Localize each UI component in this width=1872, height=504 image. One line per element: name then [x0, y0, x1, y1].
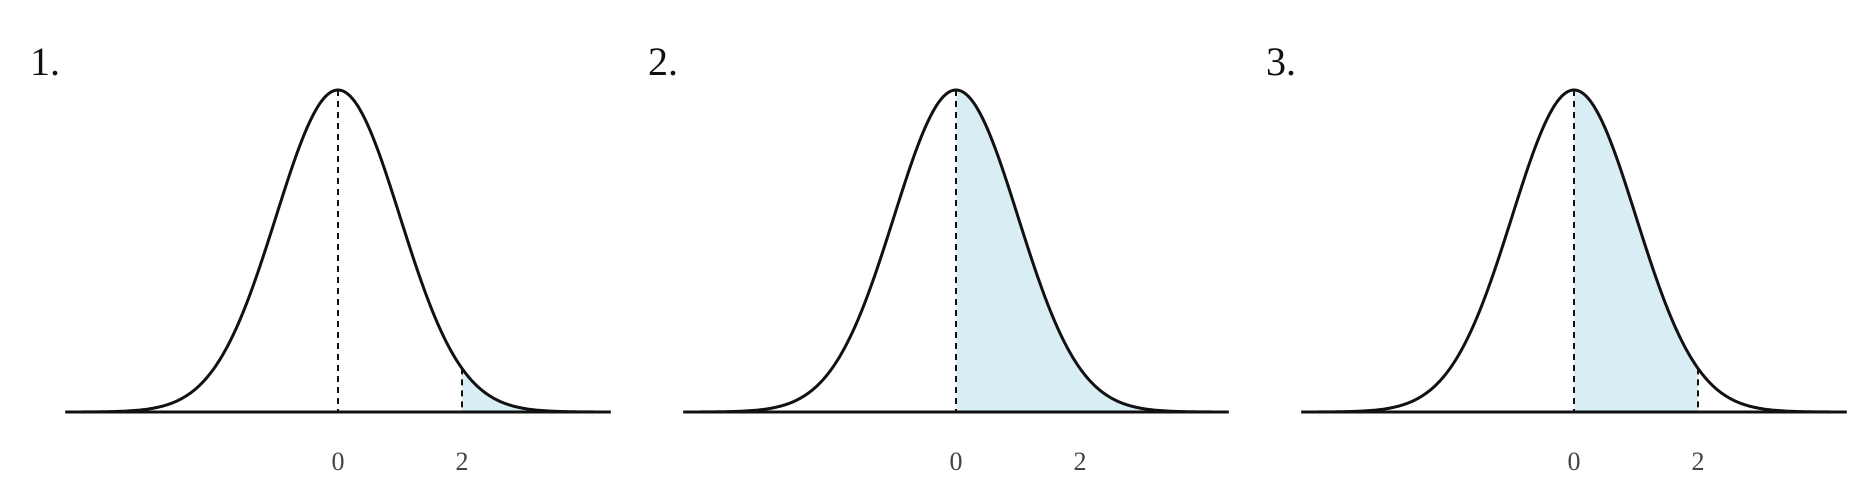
panel-1: 1.0 2: [30, 39, 611, 476]
tick-label-0: 0: [332, 447, 345, 476]
shaded-region: [462, 368, 586, 412]
panel-2: 2.0 2: [648, 39, 1229, 476]
panel-3: 3.0 2: [1266, 39, 1847, 476]
panel-label: 2.: [648, 39, 678, 84]
tick-label-2: 2: [1074, 447, 1087, 476]
tick-label-0: 0: [950, 447, 963, 476]
panel-label: 3.: [1266, 39, 1296, 84]
tick-label-2: 2: [456, 447, 469, 476]
tick-label-2: 2: [1692, 447, 1705, 476]
shaded-region: [956, 90, 1204, 412]
tick-label-0: 0: [1568, 447, 1581, 476]
shaded-region: [1574, 90, 1698, 412]
panel-label: 1.: [30, 39, 60, 84]
